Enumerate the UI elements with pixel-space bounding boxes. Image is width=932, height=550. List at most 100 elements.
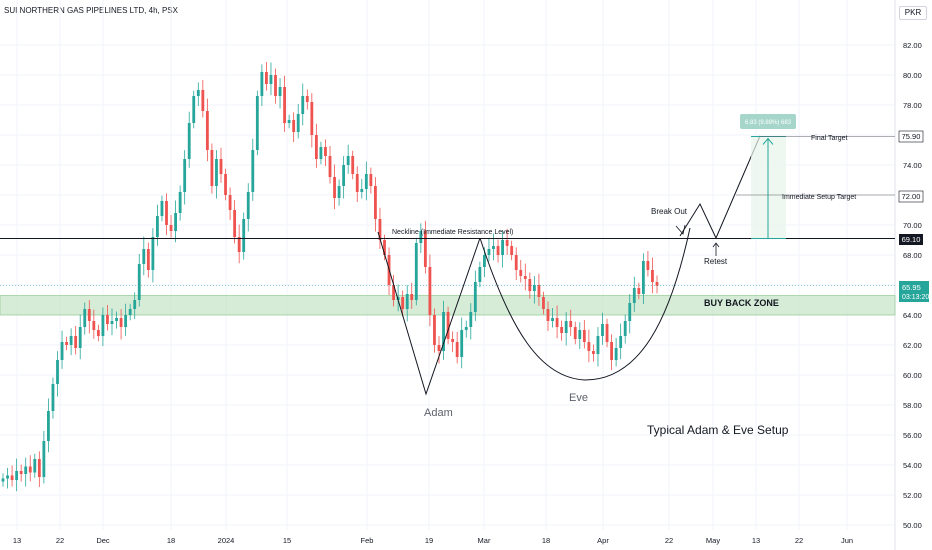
candle [473, 270, 477, 321]
candle [378, 207, 382, 249]
measure-arrowhead [762, 137, 774, 145]
candle [33, 453, 37, 478]
candle [224, 168, 227, 201]
candle [346, 144, 350, 174]
candle [623, 314, 627, 344]
candle [210, 143, 214, 194]
x-tick-label: 13 [752, 536, 760, 545]
candle [401, 290, 405, 317]
y-tick-label: 58.00 [903, 401, 922, 410]
candle [637, 282, 641, 300]
svg-text:69.10: 69.10 [902, 235, 921, 244]
candle [628, 294, 632, 334]
candle [301, 83, 305, 126]
candle [56, 351, 59, 397]
time-axis[interactable]: 13 22 Dec 18 2024 15 Feb 19 Mar 18 Apr 22 May 13 22 Jun [13, 536, 853, 545]
candle [546, 301, 550, 332]
candle [242, 212, 246, 260]
target-measure-label: 6.83 (9.89%) 683 [740, 114, 796, 129]
final-target-price-badge: 75.90 [898, 130, 924, 143]
candle [260, 64, 264, 107]
grid [0, 0, 896, 550]
candle [101, 307, 105, 347]
candle [655, 275, 659, 294]
x-tick-label: May [706, 536, 720, 545]
y-tick-label: 82.00 [903, 41, 922, 50]
svg-text:72.00: 72.00 [902, 192, 921, 201]
candle [169, 214, 173, 238]
candle [205, 98, 209, 162]
candle [115, 311, 118, 329]
y-tick-label: 64.00 [903, 311, 922, 320]
candle [410, 282, 414, 309]
candle [619, 323, 623, 360]
immediate-target-label: Immediate Setup Target [782, 194, 856, 201]
candle [423, 220, 427, 274]
candle [278, 78, 282, 109]
projection-path [679, 135, 761, 240]
candle [646, 250, 650, 277]
y-tick-label: 74.00 [903, 161, 922, 170]
adam-v [377, 231, 481, 396]
neckline-price-badge: 69.10 [899, 234, 923, 245]
candle [47, 398, 50, 453]
retest-label: Retest [704, 257, 728, 266]
candle [137, 253, 141, 307]
y-tick-label: 68.00 [903, 251, 922, 260]
candle [255, 90, 259, 156]
candle [537, 273, 541, 306]
candle [287, 114, 291, 129]
candle [51, 377, 55, 419]
candle [392, 274, 395, 307]
candle [305, 89, 309, 110]
x-tick-label: 15 [283, 536, 291, 545]
candle [74, 325, 78, 355]
x-tick-label: Apr [597, 536, 609, 545]
candle [342, 156, 346, 199]
candle [610, 334, 613, 371]
candle [601, 312, 604, 345]
candle [165, 193, 168, 236]
candle [69, 328, 73, 356]
candle [187, 111, 191, 168]
candle [274, 68, 277, 104]
candle [364, 161, 368, 201]
candle [360, 178, 364, 199]
candle [587, 329, 591, 363]
x-tick-label: 18 [542, 536, 550, 545]
candle [219, 147, 223, 183]
candle [582, 319, 586, 349]
candle [28, 455, 32, 482]
x-tick-label: Mar [478, 536, 491, 545]
y-tick-label: 50.00 [903, 521, 922, 530]
candle [605, 318, 609, 348]
candle [632, 276, 636, 312]
candle [532, 276, 536, 304]
candle [469, 303, 473, 340]
candle [592, 344, 595, 362]
candle [151, 228, 155, 283]
candle [369, 167, 373, 194]
x-tick-label: 19 [425, 536, 433, 545]
candle [201, 79, 205, 118]
candle [296, 103, 300, 139]
candle [192, 90, 196, 129]
candle [651, 257, 654, 294]
candle [42, 430, 46, 484]
currency-badge[interactable]: PKR [899, 6, 927, 20]
candle [569, 309, 573, 336]
candle [6, 467, 9, 489]
y-tick-label: 80.00 [903, 71, 922, 80]
y-tick-label: 54.00 [903, 461, 922, 470]
candle [487, 238, 491, 262]
candle [464, 320, 468, 338]
x-tick-label: Dec [96, 536, 110, 545]
candle [65, 336, 68, 351]
final-target-label: Final Target [811, 135, 848, 142]
candle [514, 247, 518, 281]
y-tick-label: 60.00 [903, 371, 922, 380]
eve-label: Eve [569, 392, 588, 404]
candle [573, 321, 577, 345]
candle [442, 300, 445, 360]
